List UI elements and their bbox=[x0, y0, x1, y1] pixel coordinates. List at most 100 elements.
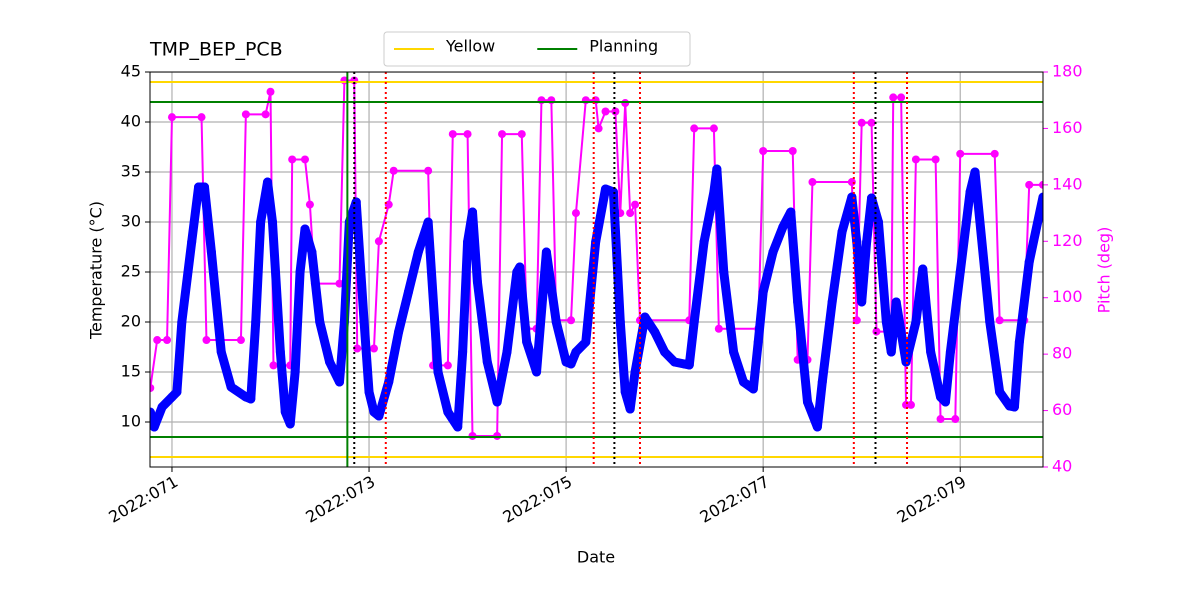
data-point bbox=[911, 317, 921, 327]
data-point bbox=[246, 394, 256, 404]
data-point bbox=[581, 96, 590, 105]
data-point bbox=[906, 400, 915, 409]
data-point bbox=[472, 277, 482, 287]
data-point bbox=[936, 415, 945, 424]
data-point bbox=[945, 347, 955, 357]
legend-label: Planning bbox=[589, 37, 658, 56]
y-tick-label: 30 bbox=[121, 212, 141, 231]
data-point bbox=[153, 336, 162, 345]
data-point bbox=[729, 347, 739, 357]
data-point bbox=[285, 419, 295, 429]
data-point bbox=[837, 227, 847, 237]
data-point bbox=[886, 347, 896, 357]
data-point bbox=[1025, 180, 1034, 189]
data-point bbox=[803, 397, 813, 407]
data-point bbox=[620, 387, 630, 397]
data-point bbox=[911, 155, 920, 164]
y2-tick-label: 40 bbox=[1052, 457, 1072, 476]
y-axis-label: Temperature (°C) bbox=[87, 201, 106, 340]
data-point bbox=[753, 337, 763, 347]
data-point bbox=[669, 357, 679, 367]
data-point bbox=[995, 316, 1004, 325]
data-point bbox=[482, 357, 492, 367]
data-point bbox=[517, 130, 526, 139]
data-point bbox=[241, 110, 250, 119]
data-point bbox=[714, 324, 723, 333]
data-point bbox=[468, 431, 477, 440]
data-point bbox=[364, 387, 374, 397]
data-point bbox=[626, 209, 635, 218]
data-point bbox=[896, 327, 906, 337]
data-point bbox=[300, 224, 310, 234]
data-point bbox=[547, 96, 556, 105]
data-point bbox=[985, 317, 995, 327]
data-point bbox=[216, 347, 226, 357]
data-point bbox=[719, 267, 729, 277]
data-point bbox=[351, 197, 361, 207]
data-point bbox=[951, 415, 960, 424]
data-point bbox=[280, 407, 290, 417]
data-point bbox=[1024, 257, 1034, 267]
data-point bbox=[778, 222, 788, 232]
axes-frame bbox=[149, 71, 1044, 468]
data-point bbox=[295, 267, 305, 277]
data-point bbox=[931, 155, 940, 164]
data-point bbox=[172, 387, 182, 397]
data-point bbox=[498, 130, 507, 139]
series-line bbox=[150, 164, 1043, 432]
data-point bbox=[571, 347, 581, 357]
data-point bbox=[150, 407, 155, 417]
data-point bbox=[689, 317, 699, 327]
data-point bbox=[532, 367, 542, 377]
data-point bbox=[631, 200, 640, 209]
data-point bbox=[453, 422, 463, 432]
data-point bbox=[965, 187, 975, 197]
y2-tick-label: 180 bbox=[1052, 62, 1083, 81]
data-point bbox=[615, 317, 625, 327]
data-point bbox=[502, 347, 512, 357]
y-tick-label: 10 bbox=[121, 412, 141, 431]
legend-label: Yellow bbox=[445, 37, 495, 56]
y2-tick-label: 120 bbox=[1052, 231, 1083, 250]
y-tick-label: 25 bbox=[121, 262, 141, 281]
data-point bbox=[413, 247, 423, 257]
data-point bbox=[290, 367, 300, 377]
data-point bbox=[788, 147, 797, 155]
data-point bbox=[867, 118, 876, 127]
data-point bbox=[650, 327, 660, 337]
data-point bbox=[389, 166, 398, 175]
data-point bbox=[812, 422, 822, 432]
data-point bbox=[325, 357, 335, 367]
data-point bbox=[307, 247, 317, 257]
y2-tick-label: 80 bbox=[1052, 344, 1072, 363]
data-point bbox=[1038, 192, 1043, 202]
data-point bbox=[601, 184, 611, 194]
data-point bbox=[640, 312, 650, 322]
data-point bbox=[581, 337, 591, 347]
y-tick-label: 40 bbox=[121, 112, 141, 131]
data-point bbox=[857, 297, 867, 307]
data-point bbox=[738, 377, 748, 387]
data-point bbox=[712, 164, 722, 174]
data-point bbox=[940, 397, 950, 407]
data-point bbox=[177, 317, 187, 327]
data-point bbox=[611, 107, 620, 116]
data-point bbox=[621, 99, 630, 108]
data-point bbox=[759, 147, 768, 155]
x-tick-label: 2022:075 bbox=[499, 472, 575, 527]
data-point bbox=[199, 182, 209, 192]
data-point bbox=[867, 193, 877, 203]
data-point bbox=[315, 317, 325, 327]
data-point bbox=[359, 317, 369, 327]
data-point bbox=[857, 118, 866, 127]
y-tick-label: 35 bbox=[121, 162, 141, 181]
data-point bbox=[970, 167, 980, 177]
data-point bbox=[403, 287, 413, 297]
data-point bbox=[369, 344, 378, 353]
data-point bbox=[551, 317, 561, 327]
data-point bbox=[956, 149, 965, 158]
data-point bbox=[448, 130, 457, 139]
data-point bbox=[601, 107, 610, 116]
data-point bbox=[891, 297, 901, 307]
